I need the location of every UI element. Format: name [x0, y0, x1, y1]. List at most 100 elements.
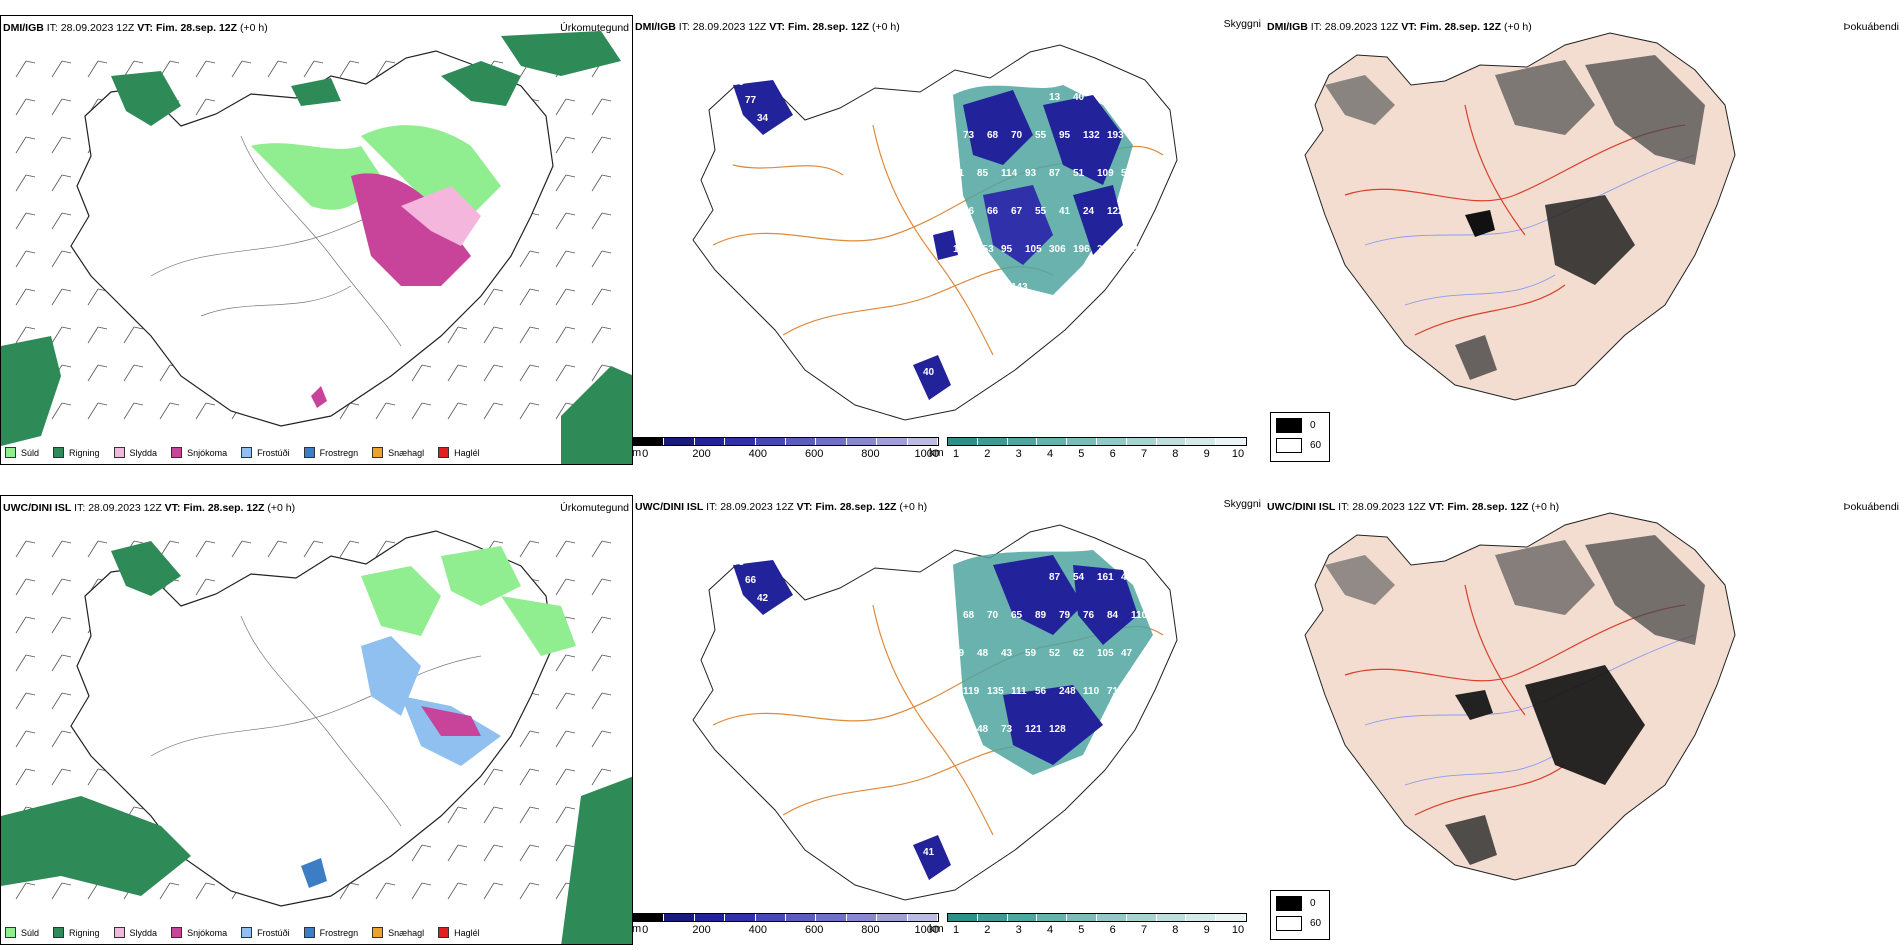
colorbar-tick-label: 5 — [1078, 924, 1085, 936]
wind-barb — [15, 654, 36, 672]
wind-barb — [123, 402, 144, 420]
colorbar-segment — [755, 438, 787, 445]
colorbar-segment — [846, 438, 878, 445]
legend-item: Haglél — [438, 447, 480, 458]
colorbar-tick-label: 8 — [1172, 924, 1179, 936]
colorbar-strip — [947, 437, 1247, 446]
panel-field-name: Þokuábendi — [1843, 501, 1899, 513]
colorbar-tick-label: 400 — [748, 924, 768, 936]
colorbar-segment — [1067, 438, 1097, 445]
wind-barb — [411, 882, 432, 900]
wind-barb — [123, 326, 144, 344]
cloud-value-label: 122 — [1107, 206, 1124, 217]
wind-barb — [195, 402, 216, 420]
legend-item: Frostregn — [303, 447, 358, 458]
cloud-value-label: 57 — [1121, 168, 1133, 179]
cloud-value-label: 89 — [1035, 610, 1047, 621]
colorbar-tick-label: 800 — [861, 448, 880, 460]
precip-legend: Súld Rigning Slydda Snjókoma Frostúði Fr… — [5, 927, 480, 938]
wind-barb — [483, 768, 504, 786]
wind-barb — [51, 616, 72, 634]
wind-barb — [303, 540, 324, 558]
wind-barb — [483, 364, 504, 382]
wind-barb — [591, 578, 612, 596]
cloud-value-label: 87 — [1049, 572, 1061, 583]
legend-item: Rigning — [53, 927, 100, 938]
wind-barb — [15, 768, 36, 786]
wind-barb — [591, 692, 612, 710]
wind-barb — [339, 60, 360, 78]
wind-barb — [15, 98, 36, 116]
panel-field-name: Þokuábendi — [1843, 21, 1899, 33]
cloud-value-label: 101 — [1131, 686, 1148, 697]
legend-item: Slydda — [113, 447, 157, 458]
cloud-value-label: 65 — [1011, 610, 1023, 621]
colorbar-strip — [947, 913, 1247, 922]
wind-barb — [51, 60, 72, 78]
colorbar-segment — [977, 438, 1008, 445]
colorbar-segment — [816, 914, 847, 921]
wind-barb — [51, 288, 72, 306]
wind-barb — [591, 540, 612, 558]
wind-barb — [159, 882, 180, 900]
cloud-value-label: 71 — [953, 168, 965, 179]
cloud-value-label: 73 — [1001, 724, 1013, 735]
legend-swatch — [1276, 916, 1302, 931]
cloud-value-label: 84 — [1107, 610, 1119, 621]
cloud-value-label: 48 — [977, 648, 989, 659]
cloud-value-label: 105 — [1097, 648, 1114, 659]
cloud-value-label: 77 — [745, 95, 757, 106]
cloud-value-label: 375 — [1097, 244, 1114, 255]
wind-barb — [411, 844, 432, 862]
colorbar-segment — [977, 914, 1008, 921]
cloud-value-label: 114 — [1001, 168, 1018, 179]
wind-barb — [15, 616, 36, 634]
colorbar-ticks: 0 200 400 600 800 1000 — [633, 922, 939, 936]
colorbar-segment — [1216, 914, 1246, 921]
colorbar-segment — [1156, 438, 1187, 445]
panel-title: UWC/DINI ISL IT: 28.09.2023 12Z VT: Fim.… — [3, 502, 296, 514]
legend-item: Rigning — [53, 447, 100, 458]
cloud-value-label: 110 — [1131, 610, 1148, 621]
colorbar-tick-label: 1 — [952, 448, 960, 460]
colorbar-tick-label: 200 — [692, 448, 711, 460]
wind-barb — [555, 578, 576, 596]
legend-swatch — [1276, 438, 1302, 453]
fog-legend-item: 0 — [1276, 418, 1329, 433]
legend-swatch — [372, 927, 384, 938]
cloud-value-label: 68 — [963, 610, 975, 621]
legend-swatch — [5, 927, 16, 938]
cloud-value-label: 56 — [963, 206, 975, 217]
wind-barb — [519, 326, 540, 344]
wind-barb — [555, 540, 576, 558]
wind-barb — [87, 326, 108, 344]
colorbar-unit: m — [633, 923, 642, 935]
wind-barb — [555, 212, 576, 230]
colorbar-tick-label: 0 — [642, 924, 649, 936]
cloud-value-label: 143 — [1011, 282, 1028, 293]
colorbar-segment — [634, 438, 665, 445]
legend-swatch — [241, 927, 253, 938]
wind-barb — [15, 60, 36, 78]
wind-barb — [375, 60, 396, 78]
wind-barb — [375, 540, 396, 558]
panel-title: DMI/IGB IT: 28.09.2023 12Z VT: Fim. 28.s… — [1267, 21, 1532, 33]
colorbar-tick-label: 2 — [984, 448, 991, 460]
legend-item: Frostúði — [241, 927, 290, 938]
wind-barb — [87, 60, 108, 78]
wind-barb — [447, 402, 468, 420]
wind-barb — [15, 288, 36, 306]
legend-swatch — [53, 447, 65, 458]
cloud-value-label: 196 — [1073, 244, 1090, 255]
visibility-colorbar: 1 2 3 4 5 6 7 8 9 10 km — [929, 913, 1247, 939]
wind-barb — [519, 768, 540, 786]
panel-field-name: Skyggni — [1223, 18, 1261, 30]
colorbar-strip — [633, 913, 939, 922]
colorbar-tick-label: 2 — [984, 924, 991, 936]
wind-barb — [51, 730, 72, 748]
cloud-value-label: 111 — [953, 244, 969, 255]
legend-swatch — [1276, 418, 1302, 433]
colorbar-tick-label: 8 — [1172, 448, 1179, 460]
colorbar-tick-label: 0 — [642, 448, 649, 460]
